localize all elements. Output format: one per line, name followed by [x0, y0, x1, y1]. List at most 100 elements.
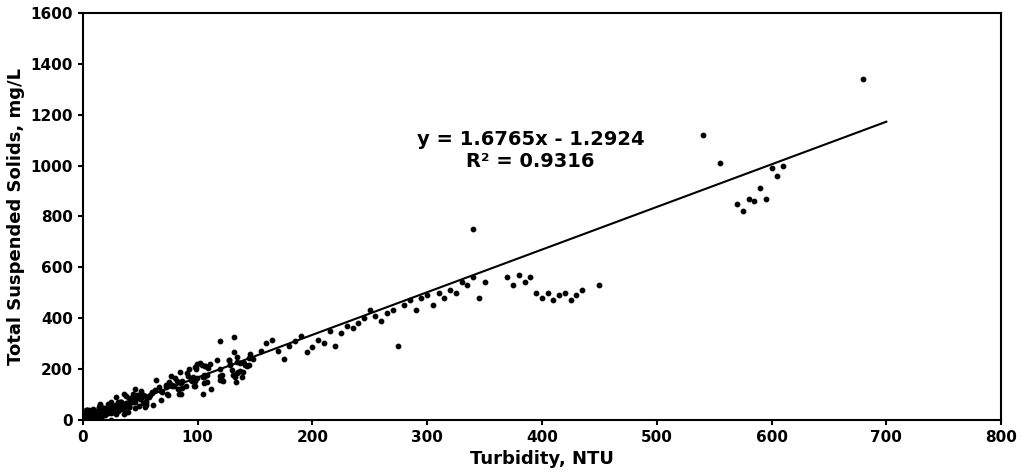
Point [476, 279, 493, 286]
Point [99, 408, 116, 416]
Point [102, 401, 119, 409]
Point [734, 208, 751, 215]
Point [118, 393, 134, 400]
Point [137, 393, 154, 400]
Point [454, 279, 470, 286]
Point [191, 359, 208, 367]
Point [196, 371, 212, 379]
Point [214, 371, 230, 379]
Point [225, 333, 242, 341]
Point [221, 360, 238, 368]
Point [159, 390, 175, 398]
Point [344, 324, 360, 332]
Point [83, 416, 99, 424]
Point [322, 327, 338, 334]
Point [154, 396, 170, 404]
Point [83, 416, 99, 424]
Point [89, 415, 105, 422]
Point [164, 381, 180, 389]
Point [85, 411, 101, 418]
Point [199, 379, 215, 386]
Point [401, 296, 418, 304]
Point [186, 363, 203, 371]
Point [242, 351, 258, 358]
Point [236, 359, 252, 367]
Point [153, 387, 169, 394]
Point [78, 412, 94, 419]
Point [83, 416, 99, 423]
Point [540, 289, 556, 296]
Point [86, 410, 102, 418]
Point [183, 377, 200, 384]
Point [136, 403, 153, 410]
Point [88, 412, 104, 420]
Point [158, 381, 174, 389]
Point [516, 279, 532, 286]
Point [79, 411, 95, 418]
Point [185, 382, 202, 390]
Point [104, 408, 121, 416]
Point [125, 390, 141, 398]
Point [94, 411, 111, 419]
Point [79, 407, 95, 414]
Point [91, 409, 108, 417]
Point [108, 405, 124, 413]
Point [185, 373, 202, 380]
Point [430, 289, 446, 296]
Point [174, 377, 190, 384]
Point [459, 281, 475, 289]
Point [82, 416, 98, 424]
Point [131, 402, 147, 410]
Point [465, 225, 481, 233]
Point [146, 386, 163, 393]
Point [225, 348, 242, 356]
Point [225, 371, 242, 379]
Point [187, 363, 204, 371]
Point [763, 164, 779, 172]
Point [545, 296, 561, 304]
Point [133, 394, 150, 401]
Point [81, 407, 97, 414]
Point [85, 407, 101, 414]
Point [694, 131, 711, 139]
Point [77, 410, 93, 418]
Point [214, 377, 230, 384]
Point [99, 407, 116, 415]
Point [102, 408, 119, 415]
Point [170, 385, 186, 392]
Point [91, 404, 108, 412]
Point [88, 408, 104, 415]
Point [118, 399, 134, 406]
Point [91, 406, 108, 414]
Point [134, 391, 151, 399]
Point [245, 355, 261, 363]
Point [373, 317, 389, 324]
Point [90, 412, 106, 420]
Point [172, 369, 188, 376]
Point [101, 405, 118, 413]
Point [77, 410, 93, 418]
Point [126, 394, 142, 401]
Point [82, 413, 98, 421]
Point [83, 416, 99, 424]
Point [76, 415, 92, 423]
Point [78, 406, 94, 414]
Point [234, 368, 251, 375]
Point [119, 400, 135, 408]
Point [106, 407, 123, 415]
Point [110, 407, 126, 415]
Point [77, 416, 93, 424]
Point [447, 289, 464, 296]
Point [129, 391, 145, 399]
Point [163, 372, 179, 380]
Point [113, 399, 129, 406]
Point [129, 392, 145, 399]
Point [80, 411, 96, 419]
Point [101, 407, 118, 414]
Point [116, 406, 132, 413]
Point [241, 354, 257, 362]
Point [89, 407, 105, 415]
Point [227, 373, 244, 381]
Point [186, 382, 203, 390]
Point [379, 309, 395, 317]
